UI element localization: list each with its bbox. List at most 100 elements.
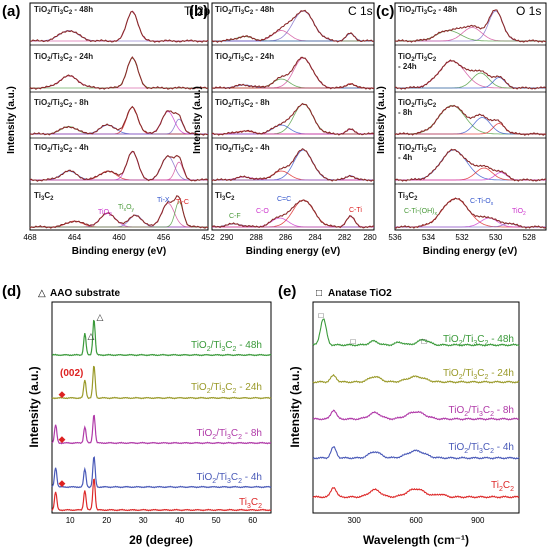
panel-d-tick-label: 30 (139, 516, 148, 525)
panel-b-peak-annotations: C-F C-O C=C C-Ti (229, 196, 362, 220)
panel-c-annotation-cti-ox: C-Ti-Ox (470, 198, 494, 207)
panel-d-aao-markers: △ △ (88, 312, 104, 341)
panel-c-fit-component (395, 105, 546, 135)
panel-e-label: (e) (278, 283, 296, 300)
panel-e-anatase-markers: □ □ □ (319, 311, 427, 346)
panel-c-fit-component (395, 167, 546, 181)
panel-a-spectrum-line (29, 150, 209, 182)
panel-c-tick-label: 528 (523, 233, 537, 242)
panel-c-x-ticks: 536 534 532 530 528 (388, 233, 536, 242)
panel-c-label: (c) (376, 3, 394, 20)
panel-a-spectrum-line (29, 195, 209, 229)
panel-b-annotation-cti: C-Ti (349, 207, 362, 214)
panel-c-spectrum-line (394, 197, 547, 229)
panel-e-series-line (312, 373, 520, 384)
panel-a-plot-frame (29, 2, 209, 231)
panel-b-tick-label: 284 (308, 233, 322, 242)
panel-b-sample-label: TiO2/Ti3C2 - 24h (215, 52, 274, 63)
panel-e-series-line (312, 486, 520, 499)
anatase-marker-icon: □ (316, 288, 322, 299)
panel-c-annotation-cti-oh: C-Ti-(OH)x (404, 208, 437, 217)
panel-d-series-label: TiO2/Ti3C2 - 48h (191, 340, 262, 353)
panel-a-x-axis-label: Binding energy (eV) (72, 246, 166, 257)
panel-a-corner-label: Ti 2p (184, 4, 211, 18)
panel-c-x-axis-label: Binding energy (eV) (423, 246, 517, 257)
panel-d-tick-label: 60 (248, 516, 257, 525)
panel-d-002-label: (002) (60, 368, 83, 379)
panel-a-sample-label: TiO2/Ti3C2 - 4h (34, 143, 89, 154)
panel-b-spectrum-line (211, 9, 375, 43)
panel-e-series-label: Ti2C2 (491, 480, 514, 493)
panel-c-sample-label: TiO2/Ti3C2 - 48h (398, 5, 457, 16)
panel-d-series-line (51, 414, 272, 445)
panel-d-tick-label: 40 (175, 516, 184, 525)
panel-b-spectrum-line (211, 56, 375, 90)
panel-e-y-axis-label: Intensity (a.u.) (288, 366, 302, 447)
diamond-marker-icon: ◆ (59, 434, 66, 444)
panel-d-label: (d) (2, 283, 21, 300)
panel-a: (a) Ti 2p TiO2/Ti3C2 - 48h TiO2/Ti3C2 - … (2, 2, 215, 257)
panel-e-x-ticks: 300 600 900 (348, 516, 485, 525)
panel-a-fit-component (30, 161, 208, 181)
panel-c-fit-component (395, 72, 546, 89)
panel-a-annotation-tio2: TiO2 (98, 209, 112, 218)
panel-a-spectrum-line (29, 56, 209, 90)
panel-a-y-axis-label: Intensity (a.u.) (6, 86, 17, 154)
panel-c-tick-label: 534 (422, 233, 436, 242)
panel-c-sample-label: TiO2/Ti3C2- 24h (398, 52, 437, 71)
panel-e-tick-label: 600 (409, 516, 423, 525)
panel-a-x-ticks: 468 464 460 456 452 (23, 233, 215, 242)
panel-c-corner-label: O 1s (516, 4, 541, 18)
panel-a-fit-component (30, 118, 208, 135)
panel-b-sample-label: Ti3C2 (215, 191, 235, 202)
panel-b-annotation-cf: C-F (229, 213, 241, 220)
panel-b-tick-label: 282 (338, 233, 352, 242)
panel-d-002-markers: ◆ ◆ ◆ (59, 389, 66, 488)
panel-a-sample-labels: TiO2/Ti3C2 - 48h TiO2/Ti3C2 - 24h TiO2/T… (34, 5, 93, 202)
panel-c-plot-frame (394, 2, 547, 231)
panel-b-x-axis-label: Binding energy (eV) (246, 246, 340, 257)
panel-b-annotation-co: C-O (256, 208, 269, 215)
panel-d-plot-frame (51, 301, 272, 514)
panel-d-legend-text: AAO substrate (50, 288, 120, 299)
panel-e-x-axis-label: Wavelength (cm⁻¹) (363, 533, 469, 547)
panel-a-annotation-tic: Ti-C (176, 199, 189, 206)
panel-e: (e) □ Anatase TiO2 □ □ □ TiO2/Ti3C2 - 48… (278, 283, 520, 547)
panel-b-sample-label: TiO2/Ti3C2 - 4h (215, 143, 270, 154)
panel-a-sample-label: TiO2/Ti3C2 - 24h (34, 52, 93, 63)
panel-d-series-line (51, 319, 272, 357)
panel-b-sample-label: TiO2/Ti3C2 - 8h (215, 98, 270, 109)
panel-a-tick-label: 464 (68, 233, 82, 242)
panel-b-label: (b) (189, 3, 208, 20)
panel-a-tick-label: 456 (157, 233, 171, 242)
panel-e-tick-label: 900 (471, 516, 485, 525)
panel-c-spectrum-line (394, 9, 547, 43)
panel-a-spectrum-line (29, 10, 209, 43)
panel-d-series-label: Ti3C2 (239, 497, 262, 510)
panel-a-tick-label: 460 (112, 233, 126, 242)
panel-d-series-label: TiO2/Ti3C2 - 4h (197, 472, 262, 485)
panel-a-sample-label: TiO2/Ti3C2 - 48h (34, 5, 93, 16)
panel-b-sample-label: TiO2/Ti3C2 - 48h (215, 5, 274, 16)
panel-e-series-line (312, 446, 520, 460)
anatase-peak-marker-icon: □ (319, 311, 324, 320)
panel-d-series-line (51, 478, 272, 512)
panel-e-series-label: TiO2/Ti3C2 - 24h (443, 368, 514, 381)
panel-c-fit-component (395, 60, 546, 89)
panel-d-tick-label: 10 (66, 516, 75, 525)
panel-b-tick-label: 290 (220, 233, 234, 242)
panel-d-x-axis-label: 2θ (degree) (129, 533, 193, 547)
panel-c: (c) O 1s TiO2/Ti3C2 - 48h TiO2/Ti3C2- 24… (376, 2, 547, 257)
aao-peak-marker-icon: △ (97, 312, 104, 322)
panel-e-series-labels: TiO2/Ti3C2 - 48h TiO2/Ti3C2 - 24h TiO2/T… (443, 334, 514, 493)
panel-e-tick-label: 300 (348, 516, 362, 525)
panel-b: (b) C 1s TiO2/Ti3C2 - 48h TiO2/Ti3C2 - 2… (189, 2, 377, 257)
panel-e-series-line (312, 318, 520, 347)
panel-c-fit-component (395, 217, 546, 228)
aao-substrate-marker-icon: △ (38, 288, 46, 299)
panel-d-series-label: TiO2/Ti3C2 - 8h (197, 428, 262, 441)
panel-c-spectrum-line (394, 59, 547, 90)
panel-b-spectrum-line (211, 148, 375, 182)
panel-c-fit-component (395, 117, 546, 135)
